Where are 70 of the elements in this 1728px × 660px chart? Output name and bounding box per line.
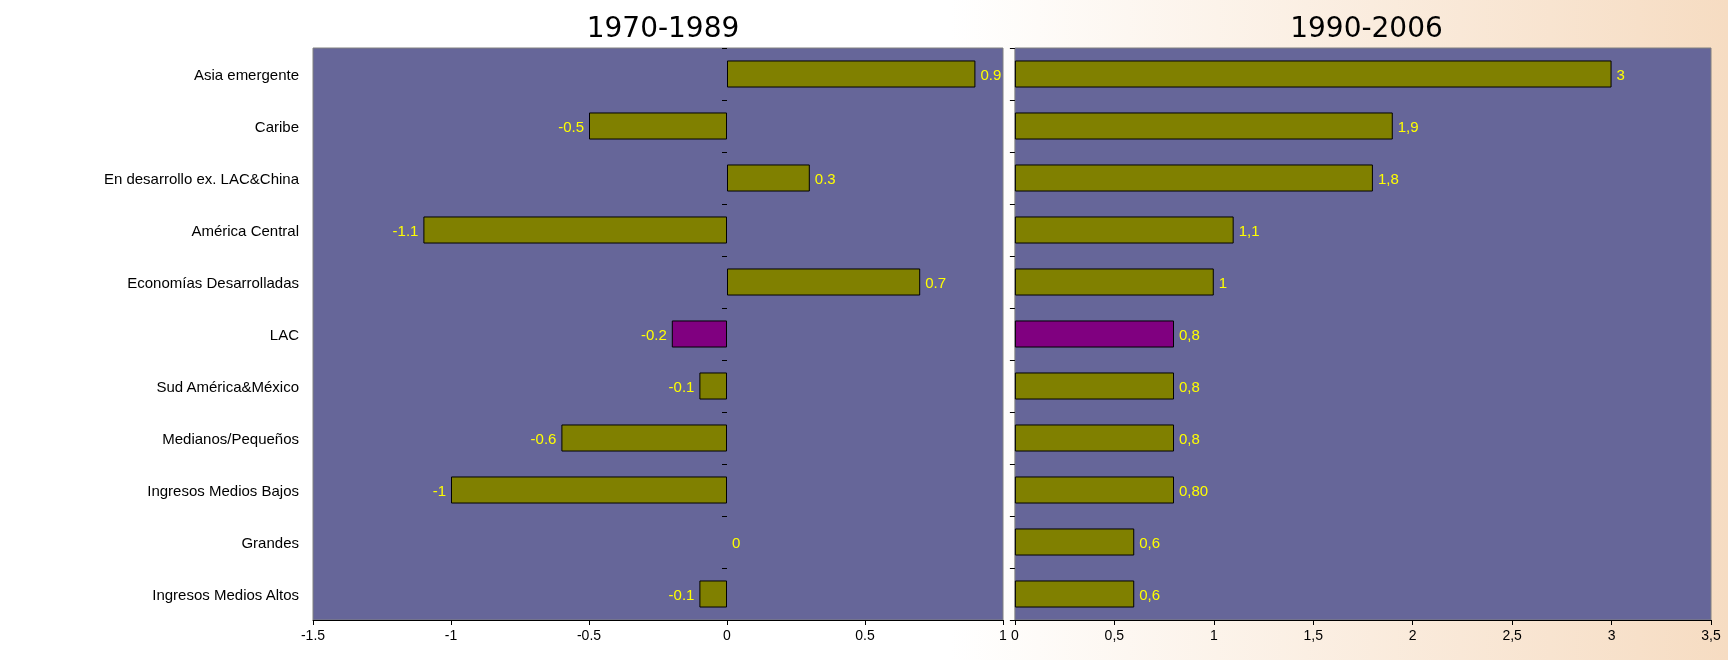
- bar: [727, 164, 810, 192]
- bar: [1014, 424, 1174, 452]
- bar: [1014, 320, 1174, 348]
- bar: [1014, 372, 1174, 400]
- bar: [1014, 476, 1174, 504]
- x-tick-label: 0,5: [1104, 627, 1125, 643]
- data-label: 0,8: [1179, 429, 1200, 447]
- bar: [1014, 528, 1135, 556]
- y-tick-label: Asia emergente: [193, 65, 299, 83]
- bar: [423, 216, 727, 244]
- x-tick-label: 1,5: [1303, 627, 1324, 643]
- bar: [1014, 164, 1373, 192]
- y-tick-label: Medianos/Pequeños: [162, 429, 299, 447]
- bar: [1014, 580, 1135, 608]
- y-tick-label: En desarrollo ex. LAC&China: [103, 169, 300, 187]
- data-label: 0,6: [1139, 533, 1161, 551]
- x-tick-label: 2,5: [1502, 627, 1523, 643]
- y-tick-label: Ingresos Medios Bajos: [147, 481, 299, 499]
- bar: [451, 476, 727, 504]
- data-label: 1,9: [1397, 117, 1419, 135]
- x-tick-label: 1: [1209, 627, 1218, 643]
- data-label: 0,6: [1139, 585, 1161, 603]
- x-tick-label: -0.5: [576, 627, 602, 643]
- bar: [699, 580, 727, 608]
- bar: [1014, 216, 1234, 244]
- data-label: -1.1: [392, 221, 419, 239]
- bar: [727, 60, 976, 88]
- y-tick-label: Economías Desarrolladas: [127, 273, 299, 291]
- data-label: -1: [432, 481, 446, 499]
- x-tick-label: 3,5: [1701, 627, 1721, 643]
- data-label: -0.5: [558, 117, 584, 135]
- bar: [1014, 112, 1393, 140]
- x-tick-label: 0.5: [855, 627, 875, 643]
- y-tick-label: Grandes: [241, 533, 299, 551]
- y-tick-label: Caribe: [254, 117, 299, 135]
- y-tick-label: LAC: [269, 325, 300, 343]
- data-label: 0.3: [814, 169, 836, 187]
- bar: [1014, 268, 1214, 296]
- data-label: 1,8: [1377, 169, 1399, 187]
- data-label: -0.6: [530, 429, 557, 447]
- x-tick-label: 0: [723, 627, 732, 643]
- bar: [699, 372, 727, 400]
- y-tick-label: Ingresos Medios Altos: [152, 585, 299, 603]
- data-label: 0,80: [1179, 481, 1209, 499]
- x-tick-label: 0: [1010, 627, 1019, 643]
- bar: [671, 320, 727, 348]
- y-tick-label: Sud América&México: [156, 377, 299, 395]
- data-label: 0.7: [925, 273, 947, 291]
- data-label: -0.2: [640, 325, 667, 343]
- x-tick-label: 1: [999, 627, 1008, 643]
- data-label: 0: [732, 533, 741, 551]
- bar: [589, 112, 727, 140]
- y-tick-label: América Central: [191, 221, 299, 239]
- data-label: -0.1: [668, 377, 695, 395]
- x-tick-label: -1: [444, 627, 458, 643]
- data-label: 1: [1218, 273, 1228, 291]
- bar: [1014, 60, 1612, 88]
- data-label: 3: [1616, 65, 1625, 83]
- bar: [727, 268, 921, 296]
- data-label: 1,1: [1238, 221, 1260, 239]
- chart-title: 1970-1989: [586, 10, 740, 44]
- x-tick-label: 2: [1408, 627, 1417, 643]
- data-label: 0,8: [1179, 377, 1200, 395]
- data-label: 0.9: [980, 65, 1002, 83]
- data-label: -0.1: [668, 585, 695, 603]
- x-tick-label: 3: [1607, 627, 1616, 643]
- x-tick-label: -1.5: [300, 627, 326, 643]
- bar: [561, 424, 727, 452]
- data-label: 0,8: [1179, 325, 1200, 343]
- chart-title: 1990-2006: [1290, 10, 1443, 44]
